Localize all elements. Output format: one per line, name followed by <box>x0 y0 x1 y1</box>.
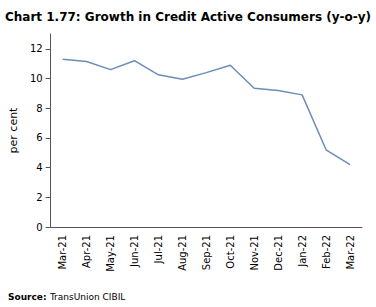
svg-text:Jul-21: Jul-21 <box>153 235 164 264</box>
svg-text:Chart 1.77: Growth in Credit A: Chart 1.77: Growth in Credit Active Cons… <box>5 10 371 24</box>
svg-text:Apr-21: Apr-21 <box>81 235 92 268</box>
svg-text:0: 0 <box>36 222 42 233</box>
svg-text:per cent: per cent <box>7 107 20 154</box>
svg-text:2: 2 <box>36 192 42 203</box>
svg-text:Mar-22: Mar-22 <box>345 235 356 270</box>
svg-text:May-21: May-21 <box>105 235 116 272</box>
svg-text:Feb-22: Feb-22 <box>321 235 332 269</box>
svg-text:Jun-21: Jun-21 <box>129 235 140 268</box>
svg-text:Sep-21: Sep-21 <box>201 235 212 270</box>
svg-text:8: 8 <box>36 103 42 114</box>
svg-text:12: 12 <box>30 43 43 54</box>
svg-text:Source:: Source: <box>8 292 47 302</box>
svg-text:10: 10 <box>30 73 43 84</box>
svg-text:Jan-22: Jan-22 <box>297 235 308 268</box>
svg-text:6: 6 <box>36 132 42 143</box>
svg-text:TransUnion CIBIL: TransUnion CIBIL <box>49 292 125 302</box>
svg-text:4: 4 <box>36 162 42 173</box>
svg-text:Aug-21: Aug-21 <box>177 235 188 271</box>
svg-text:Oct-21: Oct-21 <box>225 235 236 269</box>
svg-text:Nov-21: Nov-21 <box>249 235 260 271</box>
svg-text:Mar-21: Mar-21 <box>57 235 68 270</box>
svg-text:Dec-21: Dec-21 <box>273 235 284 271</box>
